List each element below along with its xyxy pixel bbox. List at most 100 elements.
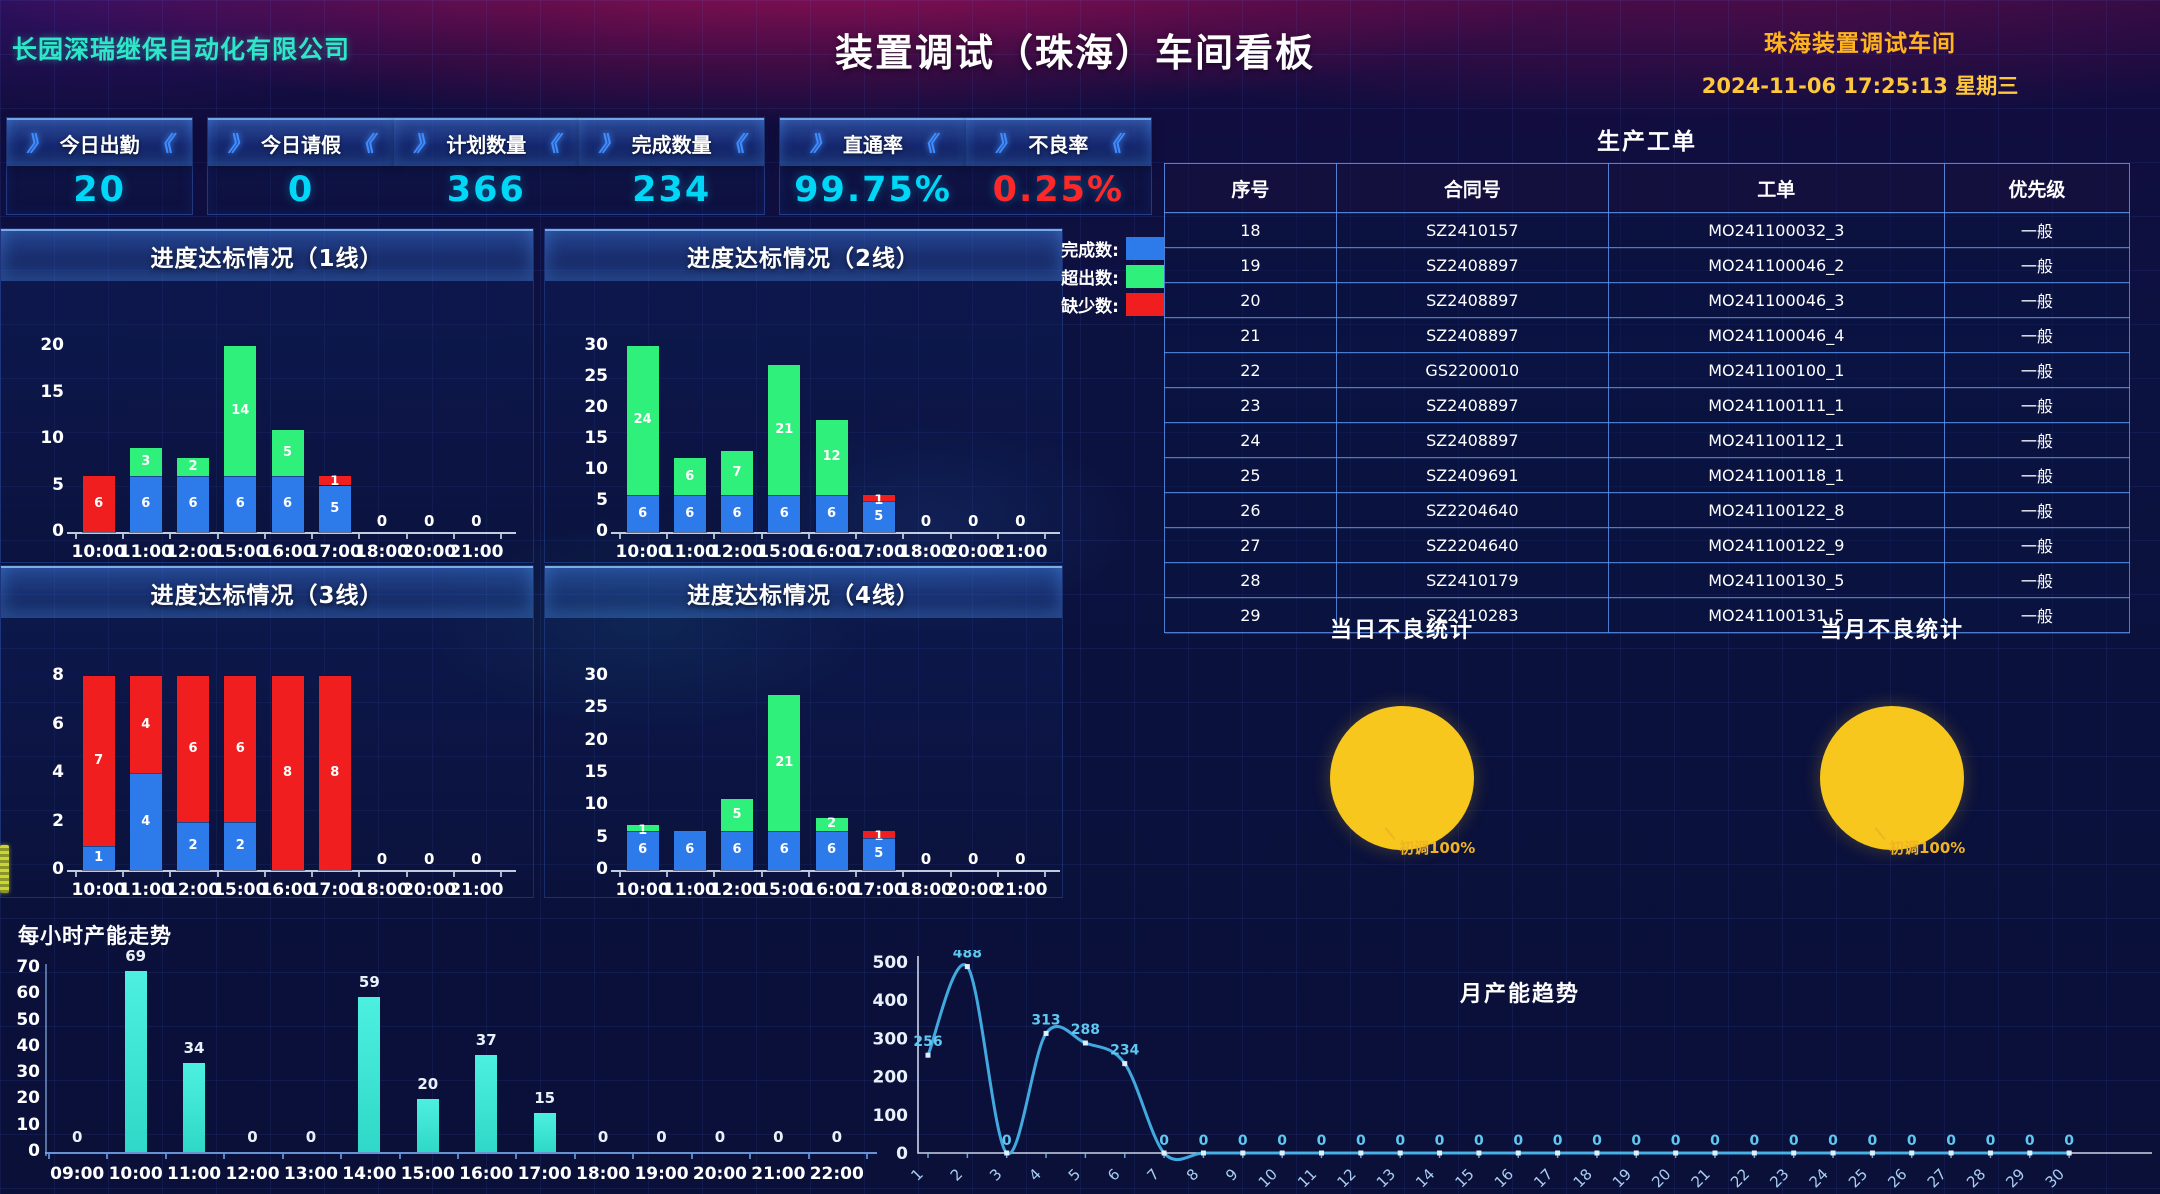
table-row: 29 SZ2410283 MO241100131_5 一般 — [1164, 597, 2131, 633]
chart-shape — [1712, 1150, 1718, 1156]
x-axis-label: 11:00 — [118, 880, 173, 900]
bar-value-label: 2 — [188, 458, 198, 474]
table-cell: MO241100112_1 — [1607, 422, 1945, 458]
zero-value-label: 0 — [376, 850, 388, 868]
x-axis-label: 16:00 — [804, 542, 859, 562]
x-axis-tickmark — [311, 534, 314, 539]
y-axis-tick: 50 — [16, 1009, 40, 1030]
y-axis-tick: 10 — [584, 459, 608, 479]
chart-text: 0 — [1238, 1133, 1248, 1149]
zero-value-label: 0 — [1015, 850, 1026, 868]
panel-line1-titlebar: 进度达标情况（1线） — [1, 229, 533, 281]
table-cell: MO241100046_3 — [1607, 282, 1945, 318]
order-table: 序号 合同号 工单 优先级 18 SZ2410157 MO241100032_3 一般 19 S… — [1164, 163, 2131, 633]
chart-text: 0 — [1710, 1133, 1720, 1149]
chart-text: 14 — [1412, 1165, 1438, 1191]
table-cell: SZ2410179 — [1335, 562, 1609, 598]
chart-text: 0 — [1513, 1133, 1523, 1149]
chart-text: 500 — [873, 953, 909, 973]
chart-shape — [1830, 1150, 1836, 1156]
page-title: 装置调试（珠海）车间看板 — [834, 31, 1316, 75]
x-axis-tickmark — [169, 534, 172, 539]
x-axis-label: 10:00 — [108, 1164, 163, 1184]
table-cell: 一般 — [1943, 527, 2131, 563]
scrollbar-thumb[interactable] — [0, 845, 9, 893]
chart-text: 0 — [1986, 1133, 1996, 1149]
x-axis-tickmark — [452, 872, 455, 877]
chevrons-left-icon: 《 — [151, 132, 173, 156]
bar-value-label: 6 — [685, 505, 695, 521]
kpi-group-0: 》今日出勤《 20 — [6, 117, 194, 215]
chart-shape — [1673, 1150, 1679, 1156]
x-axis-tickmark — [75, 534, 77, 539]
chart-text: 0 — [896, 1144, 908, 1164]
x-axis-tickmark — [223, 1154, 226, 1159]
daily-defect-title: 当日不良统计 — [1329, 618, 1474, 643]
chart-text: 288 — [1071, 1022, 1100, 1038]
capacity-bar — [124, 970, 147, 1152]
table-cell: SZ2408897 — [1335, 387, 1609, 423]
capacity-bar — [533, 1112, 556, 1152]
zero-value-label: 0 — [376, 512, 388, 530]
chart-shape — [1751, 1150, 1757, 1156]
kpi-cell: 》计划数量《 366 — [393, 118, 579, 214]
x-axis-tickmark — [515, 1154, 518, 1159]
kpi-cell: 》直通率《 99.75% — [780, 118, 966, 214]
x-axis-line — [45, 1152, 877, 1154]
x-axis-tickmark — [169, 872, 172, 877]
bar-value-label: 6 — [282, 496, 293, 512]
x-axis-tickmark — [48, 1154, 50, 1159]
y-axis-tick: 0 — [28, 1141, 40, 1161]
capacity-bar — [358, 996, 381, 1152]
hourly-chart-title: 每小时产能走势 — [18, 924, 172, 948]
order-table-body: 18 SZ2410157 MO241100032_3 一般 19 SZ2408897 MO2… — [1164, 212, 2131, 633]
chart-shape — [925, 1052, 931, 1058]
bar-value-label: 6 — [826, 842, 837, 858]
table-cell: 19 — [1164, 247, 1337, 283]
x-axis-tickmark — [713, 872, 716, 877]
bar-value-label: 21 — [775, 755, 794, 771]
kpi-value: 0 — [287, 170, 315, 210]
x-axis-tickmark — [713, 534, 716, 539]
bar-value-label: 6 — [826, 505, 837, 521]
table-cell: 23 — [1164, 387, 1337, 423]
table-cell: SZ2410157 — [1335, 212, 1609, 248]
x-axis-tickmark — [75, 872, 77, 877]
chevrons-right-icon: 》 — [26, 132, 48, 156]
kpi-cell: 》完成数量《 234 — [578, 118, 765, 214]
y-axis-tick: 20 — [16, 1088, 40, 1109]
chart-shape — [917, 956, 2152, 1154]
x-axis-label: 12:00 — [165, 542, 221, 562]
x-axis-tickmark — [1044, 534, 1046, 539]
table-cell: MO241100118_1 — [1607, 457, 1945, 493]
chart-text: 256 — [913, 1034, 942, 1050]
bar-segment: 6 — [270, 475, 305, 533]
y-axis-tick: 0 — [596, 859, 608, 879]
table-cell: 一般 — [1943, 457, 2131, 493]
capacity-bar — [416, 1099, 439, 1152]
company-name: 长园深瑞继保自动化有限公司 — [12, 35, 351, 64]
bar-value-label: 4 — [141, 717, 151, 732]
x-axis-tickmark — [949, 534, 952, 539]
table-cell: 一般 — [1943, 247, 2131, 283]
table-cell: 一般 — [1943, 387, 2131, 423]
bar-segment: 21 — [767, 694, 802, 833]
zero-value-label: 0 — [967, 512, 979, 530]
x-axis-tickmark — [760, 534, 763, 539]
y-axis-tick: 2 — [52, 810, 64, 831]
bar-value-label: 6 — [779, 842, 789, 858]
chart-shape — [1948, 1150, 1954, 1156]
chart-shape — [1476, 1150, 1482, 1156]
bar-value-label: 7 — [94, 753, 104, 768]
kpi-row: 》今日出勤《 20 》今日请假《 0 》计划数量《 366 》完成数量《 234 》直通率《 99… — [6, 117, 1152, 215]
bar-value-label: 69 — [125, 946, 147, 965]
bar-segment: 6 — [672, 830, 707, 871]
bar-segment: 6 — [176, 675, 211, 823]
chevrons-left-icon: 《 — [538, 132, 560, 156]
chart-text: 25 — [1845, 1165, 1871, 1191]
zero-value-label: 0 — [423, 512, 435, 530]
capacity-bar — [475, 1054, 498, 1152]
x-axis-label: 15:00 — [757, 880, 812, 900]
bar-segment: 6 — [767, 830, 802, 871]
bar-value-label: 6 — [732, 842, 742, 858]
